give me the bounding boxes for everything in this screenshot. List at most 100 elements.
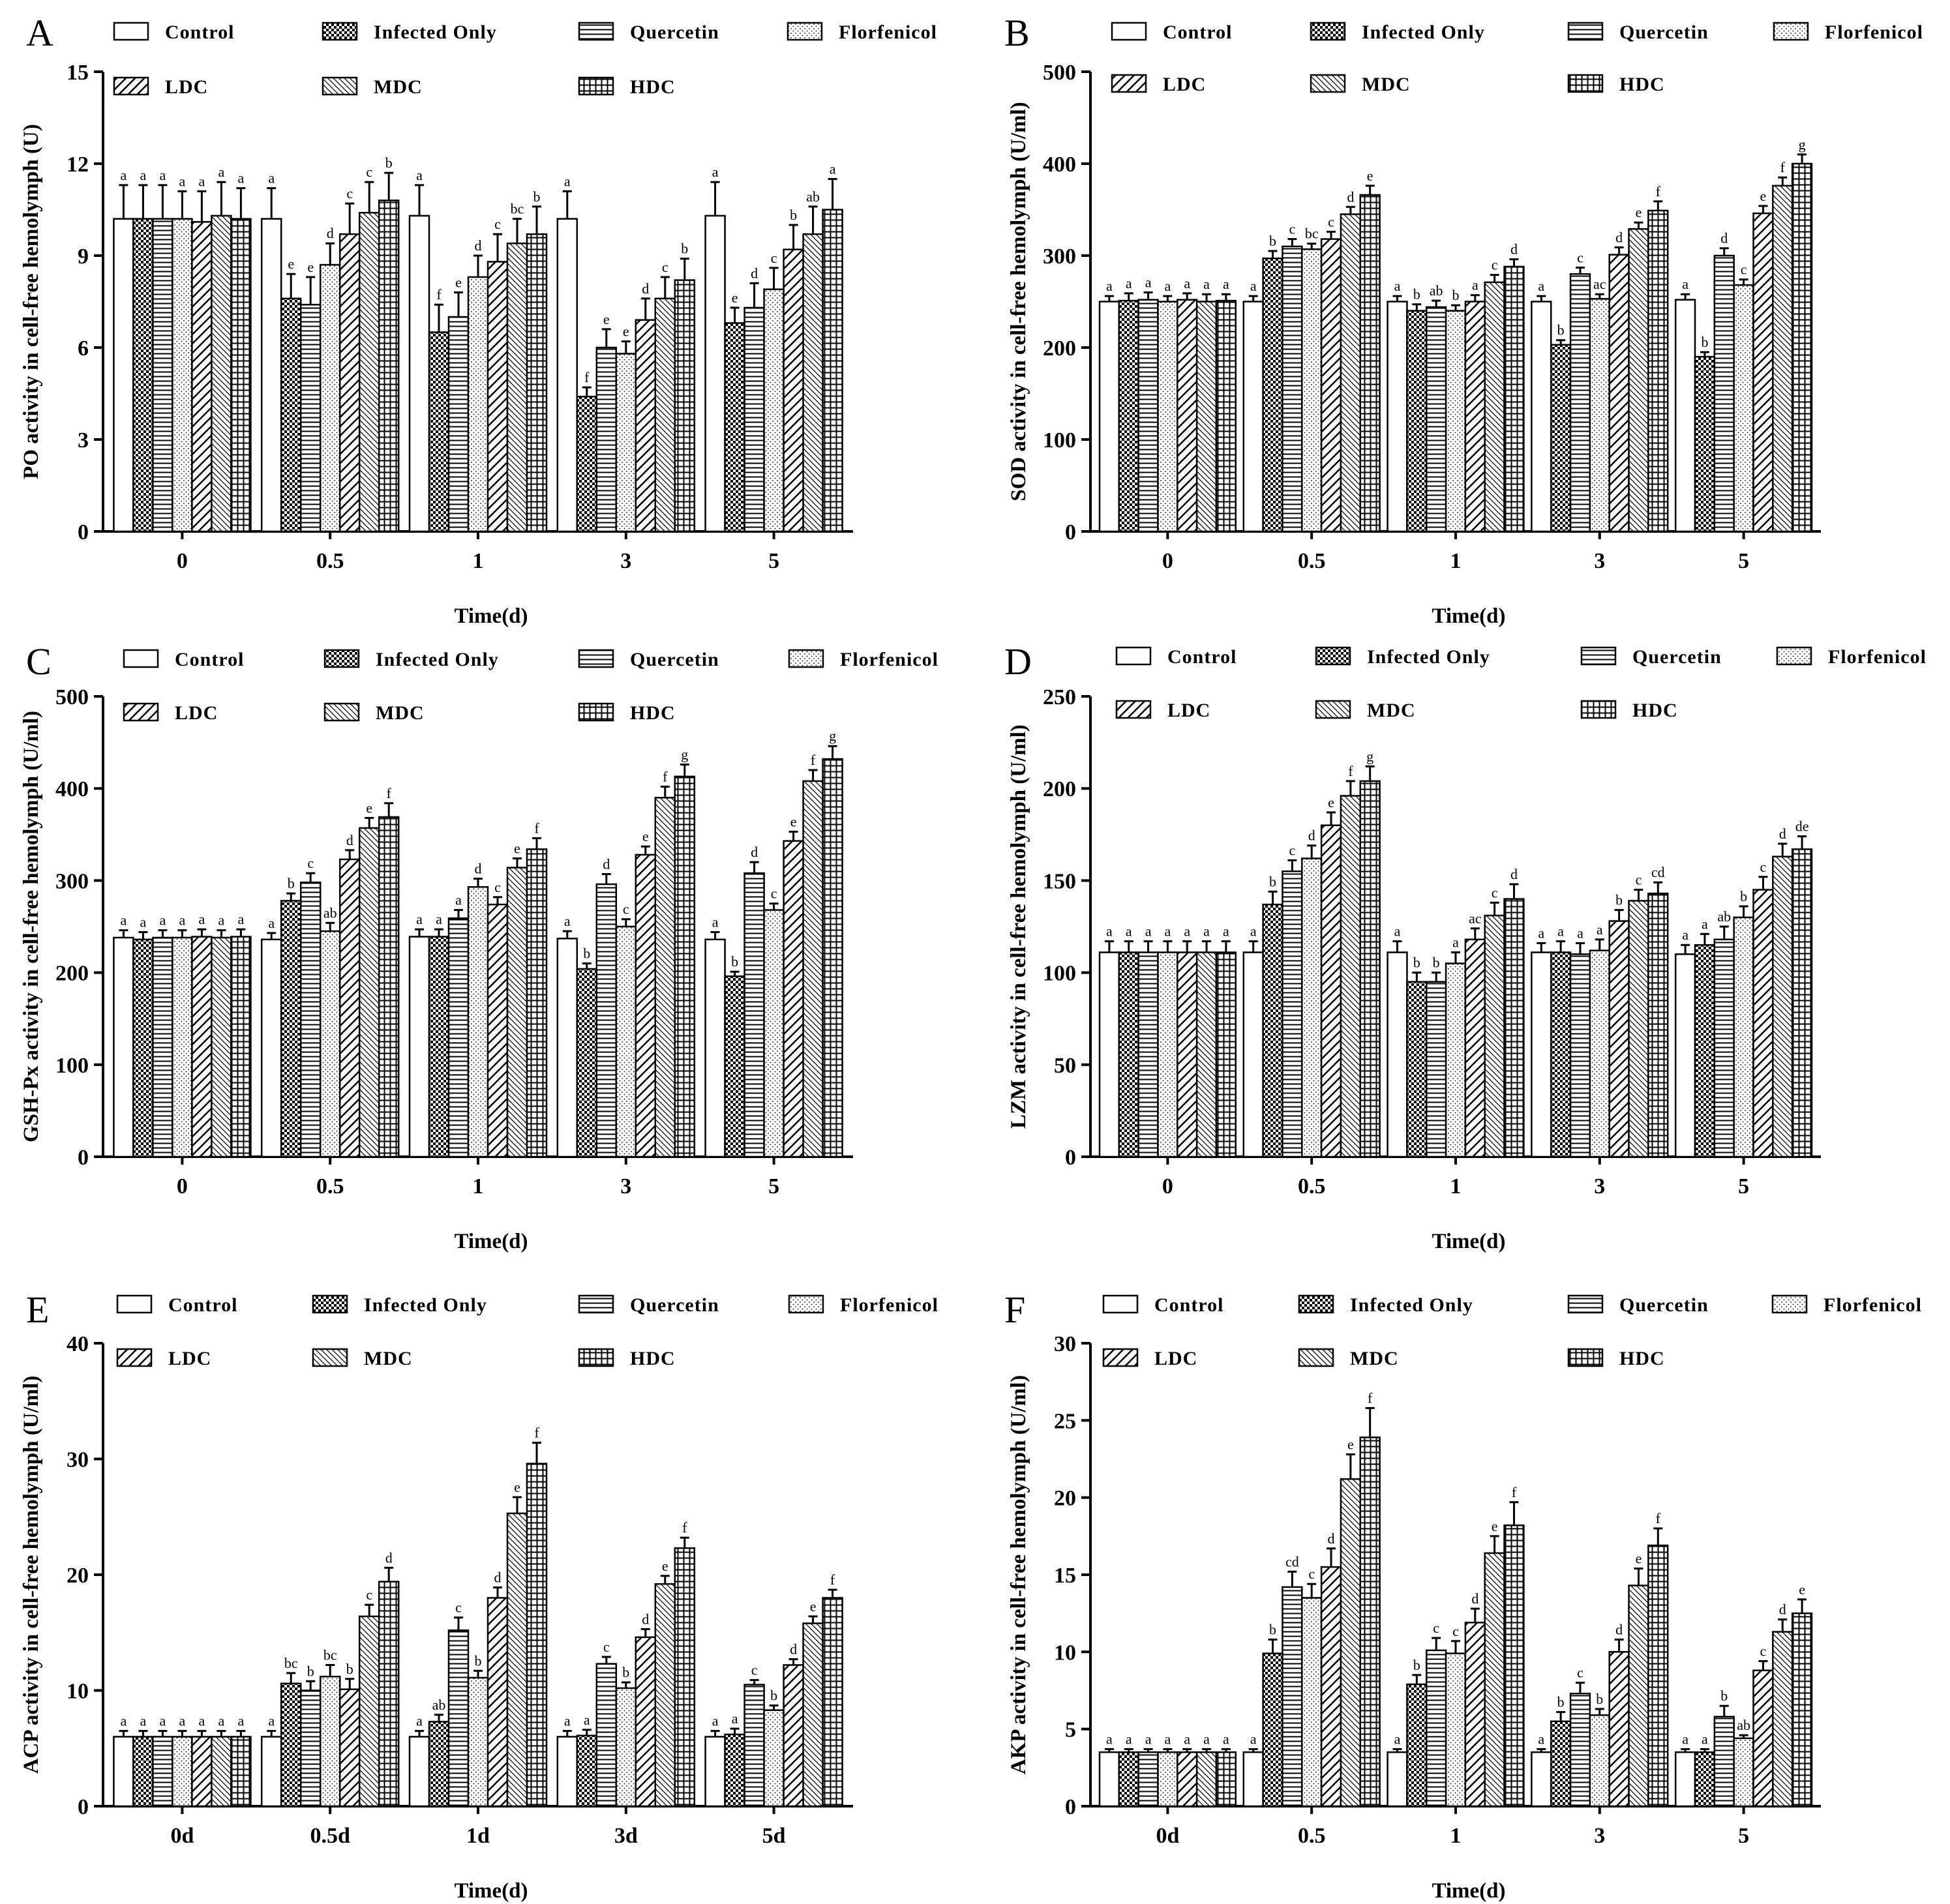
legend-swatch bbox=[1102, 1348, 1139, 1367]
bar-infected-only bbox=[280, 900, 302, 1158]
legend-label: HDC bbox=[1619, 74, 1665, 95]
legend-item-infected-only: Infected Only bbox=[1298, 1294, 1473, 1316]
significance-label: c bbox=[1492, 884, 1498, 900]
bar-infected-only bbox=[576, 968, 598, 1158]
y-tick-label: 0 bbox=[78, 1795, 89, 1819]
bar-infected-only bbox=[724, 975, 745, 1158]
legend-label: HDC bbox=[1632, 700, 1678, 721]
legend-swatch bbox=[1580, 646, 1617, 666]
bar-florfenicol bbox=[467, 886, 489, 1158]
significance-label: a bbox=[1682, 927, 1688, 943]
bar-mdc bbox=[358, 1615, 380, 1807]
significance-label: d bbox=[475, 237, 482, 254]
bar-control bbox=[1674, 299, 1696, 533]
legend-label: Quercetin bbox=[1619, 22, 1709, 43]
legend-swatch bbox=[1567, 22, 1604, 41]
bar-florfenicol bbox=[615, 353, 637, 533]
bar-quercetin bbox=[1137, 951, 1159, 1158]
bar-ldc bbox=[635, 854, 657, 1158]
bar-florfenicol bbox=[1157, 301, 1178, 533]
bar-control bbox=[1674, 1751, 1696, 1807]
significance-label: ac bbox=[1593, 276, 1606, 292]
significance-label: e bbox=[514, 1479, 520, 1495]
legend-swatch bbox=[312, 1348, 348, 1367]
significance-label: a bbox=[199, 911, 205, 927]
x-tick-label: 0 bbox=[177, 549, 188, 573]
significance-label: a bbox=[1165, 1731, 1171, 1747]
bar-quercetin bbox=[1713, 254, 1735, 533]
significance-label: c bbox=[1741, 261, 1747, 278]
legend-swatch bbox=[312, 1294, 348, 1314]
bar-quercetin bbox=[1569, 1692, 1591, 1807]
significance-label: a bbox=[584, 1712, 590, 1728]
significance-label: a bbox=[1577, 925, 1583, 941]
bar-control bbox=[1531, 951, 1552, 1158]
bar-mdc bbox=[506, 242, 528, 533]
significance-label: a bbox=[564, 913, 571, 929]
significance-label: d bbox=[1615, 229, 1623, 245]
bar-infected-only bbox=[428, 936, 450, 1158]
x-tick-label: 0 bbox=[1162, 549, 1173, 573]
legend-swatch bbox=[1102, 1294, 1139, 1314]
bar-infected-only bbox=[1118, 951, 1139, 1158]
x-axis-title: Time(d) bbox=[454, 1230, 528, 1253]
bar-hdc bbox=[1791, 162, 1813, 533]
legend-swatch bbox=[1115, 646, 1152, 666]
legend-label: HDC bbox=[630, 76, 676, 98]
bar-quercetin bbox=[152, 936, 173, 1158]
significance-label: a bbox=[1538, 925, 1544, 941]
significance-label: f bbox=[663, 768, 668, 784]
significance-label: d bbox=[790, 1641, 797, 1658]
significance-label: a bbox=[160, 912, 166, 929]
y-tick-label: 40 bbox=[67, 1332, 89, 1356]
significance-label: b bbox=[1720, 1688, 1728, 1704]
legend-label: Control bbox=[1154, 1294, 1223, 1316]
significance-label: b bbox=[731, 953, 738, 970]
legend-swatch bbox=[1776, 646, 1812, 666]
panel-letter: C bbox=[26, 640, 52, 683]
bar-hdc bbox=[526, 848, 548, 1158]
significance-label: b bbox=[1596, 1691, 1603, 1707]
legend-label: Control bbox=[165, 22, 234, 43]
significance-label: c bbox=[1289, 221, 1295, 237]
significance-label: c bbox=[307, 855, 314, 871]
bar-ldc bbox=[1320, 1566, 1342, 1807]
bar-hdc bbox=[378, 1581, 400, 1807]
bar-florfenicol bbox=[763, 909, 785, 1158]
significance-label: d bbox=[1510, 866, 1518, 882]
bar-quercetin bbox=[743, 1684, 765, 1807]
bar-ldc bbox=[191, 936, 213, 1158]
legend-item-control: Control bbox=[1102, 1294, 1223, 1316]
x-tick-label: 5 bbox=[1738, 1824, 1749, 1848]
legend-swatch bbox=[1567, 1294, 1604, 1314]
significance-label: a bbox=[1557, 923, 1564, 940]
legend-swatch bbox=[1111, 74, 1147, 93]
bar-florfenicol bbox=[467, 276, 489, 533]
significance-label: a bbox=[121, 167, 127, 183]
bar-mdc bbox=[1772, 1631, 1793, 1807]
legend-item-hdc: HDC bbox=[1567, 1348, 1664, 1369]
significance-label: b bbox=[681, 241, 688, 257]
significance-label: de bbox=[1795, 818, 1809, 835]
bar-florfenicol bbox=[1445, 310, 1467, 533]
significance-label: e bbox=[732, 290, 738, 306]
significance-label: a bbox=[140, 167, 147, 183]
significance-label: cd bbox=[1651, 864, 1665, 880]
y-tick-label: 0 bbox=[1065, 1146, 1076, 1170]
legend-item-florfenicol: Florfenicol bbox=[788, 1294, 938, 1316]
y-tick-label: 100 bbox=[55, 1054, 89, 1078]
bar-florfenicol bbox=[615, 925, 637, 1158]
significance-label: d bbox=[1779, 826, 1786, 842]
significance-label: c bbox=[771, 885, 777, 902]
x-axis-title: Time(d) bbox=[1432, 1879, 1505, 1903]
bar-florfenicol bbox=[1301, 1597, 1323, 1807]
significance-label: a bbox=[1538, 278, 1544, 294]
bar-hdc bbox=[1647, 892, 1669, 1158]
bar-infected-only bbox=[576, 1734, 598, 1807]
panel-letter: E bbox=[26, 1288, 49, 1331]
legend-label: HDC bbox=[630, 702, 676, 724]
significance-label: e bbox=[1347, 1436, 1354, 1452]
significance-label: g bbox=[681, 746, 688, 762]
bar-quercetin bbox=[447, 316, 470, 533]
